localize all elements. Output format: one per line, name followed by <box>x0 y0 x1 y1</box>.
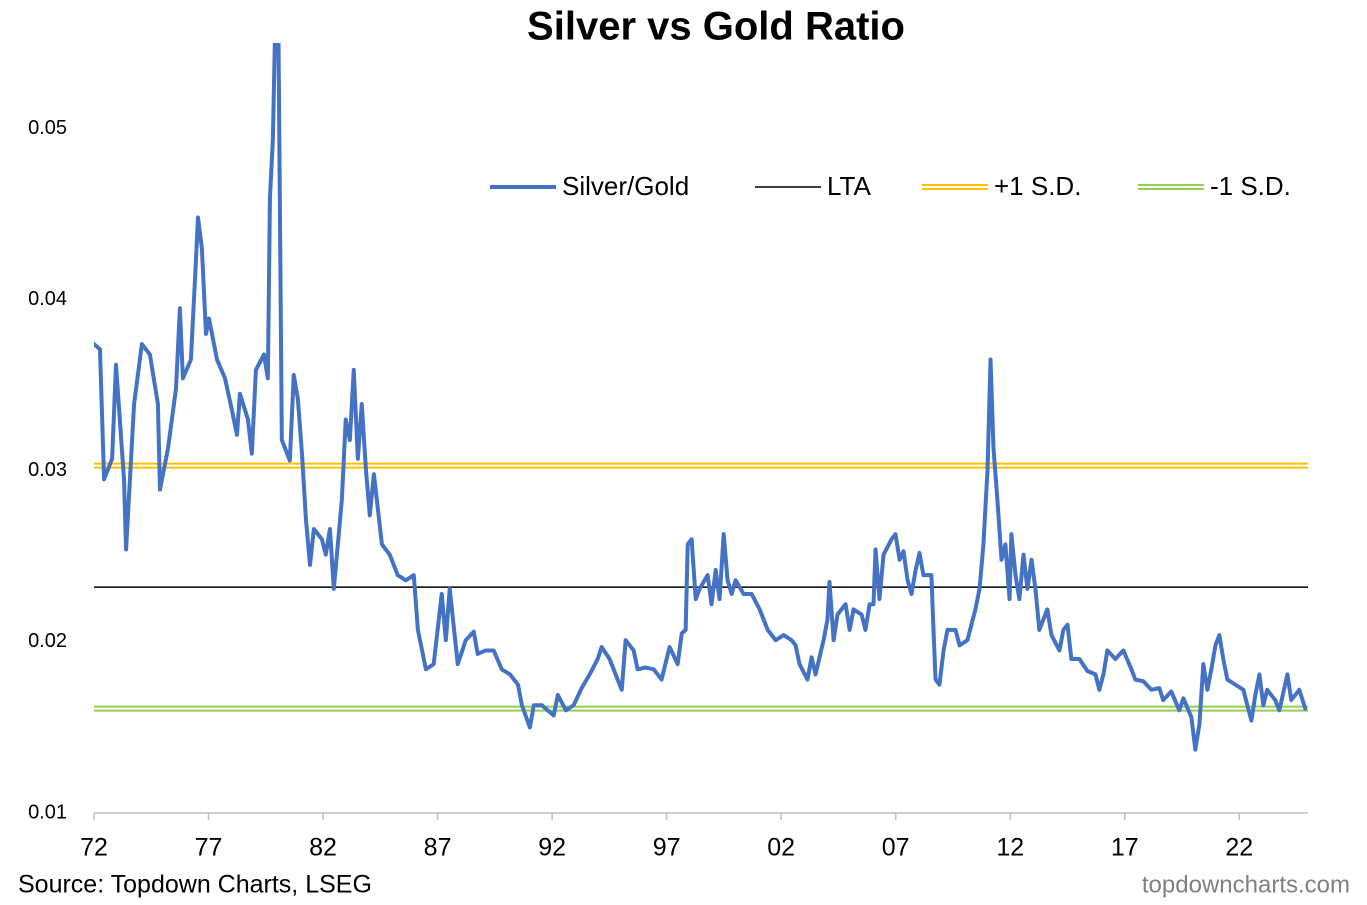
x-tick-label: 02 <box>767 834 795 862</box>
legend-label: LTA <box>827 171 871 201</box>
y-tick-label: 0.02 <box>28 630 67 652</box>
source-note: Source: Topdown Charts, LSEG <box>18 871 372 899</box>
x-tick-label: 82 <box>309 834 337 862</box>
y-tick-label: 0.05 <box>28 117 67 139</box>
chart-title: Silver vs Gold Ratio <box>527 5 905 49</box>
x-tick-label: 77 <box>195 834 223 862</box>
x-tick-label: 97 <box>653 834 681 862</box>
data-line <box>94 43 1308 752</box>
legend-label: -1 S.D. <box>1210 171 1291 201</box>
y-tick-label: 0.04 <box>28 288 67 310</box>
legend-label: +1 S.D. <box>994 171 1081 201</box>
x-tick-label: 07 <box>882 834 910 862</box>
x-tick-label: 92 <box>538 834 566 862</box>
x-tick-label: 12 <box>996 834 1024 862</box>
legend-label: Silver/Gold <box>562 171 689 201</box>
y-tick-label: 0.03 <box>28 459 67 481</box>
x-tick-label: 87 <box>424 834 452 862</box>
x-tick-label: 72 <box>80 834 108 862</box>
plot-area <box>94 43 1308 752</box>
credit: topdowncharts.com <box>1142 871 1350 898</box>
y-tick-label: 0.01 <box>28 801 67 823</box>
x-tick-label: 22 <box>1225 834 1253 862</box>
x-tick-label: 17 <box>1111 834 1139 862</box>
